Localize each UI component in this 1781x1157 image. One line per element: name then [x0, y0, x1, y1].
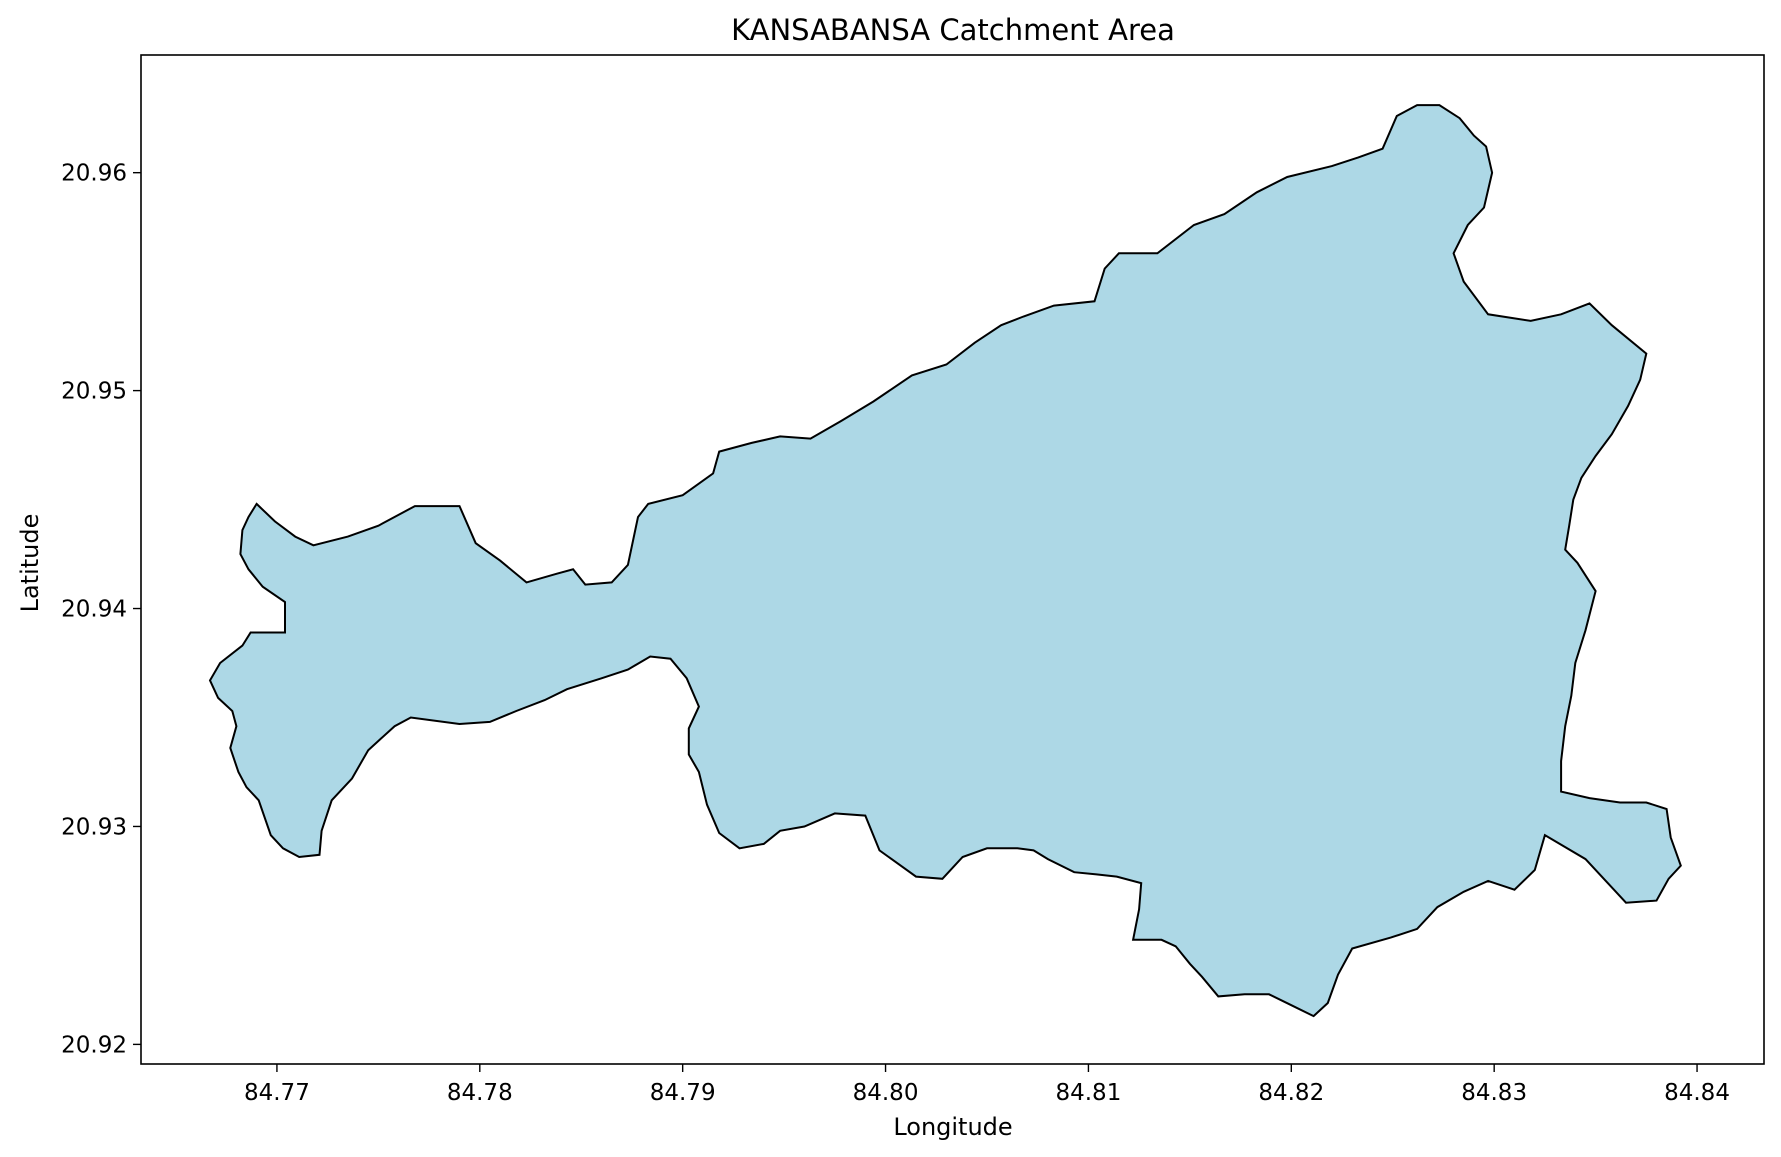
- x-tick-label: 84.80: [853, 1080, 919, 1106]
- axes-frame: [140, 54, 1765, 1065]
- chart-title: KANSABANSA Catchment Area: [731, 13, 1175, 47]
- x-tick-label: 84.83: [1461, 1080, 1527, 1106]
- x-tick-label: 84.77: [244, 1080, 310, 1106]
- x-axis-ticks: 84.77 84.78 84.79 84.80 84.81 84.82 84.83 84.84: [244, 1064, 1730, 1106]
- x-tick-label: 84.82: [1258, 1080, 1324, 1106]
- y-tick-label: 20.96: [61, 161, 127, 187]
- x-axis-label: Longitude: [893, 1113, 1012, 1141]
- x-tick-label: 84.84: [1664, 1080, 1730, 1106]
- x-tick-label: 84.81: [1055, 1080, 1121, 1106]
- y-tick-label: 20.95: [61, 379, 127, 405]
- x-tick-label: 84.78: [447, 1080, 513, 1106]
- catchment-layer: [208, 104, 1682, 1018]
- x-tick-label: 84.79: [650, 1080, 716, 1106]
- y-tick-label: 20.93: [61, 814, 127, 840]
- y-tick-label: 20.94: [61, 597, 127, 623]
- y-axis-label: Latitude: [16, 514, 44, 613]
- catchment-polygon: [208, 104, 1682, 1018]
- y-axis-ticks: 20.92 20.93 20.94 20.95 20.96: [61, 161, 141, 1058]
- y-tick-label: 20.92: [61, 1032, 127, 1058]
